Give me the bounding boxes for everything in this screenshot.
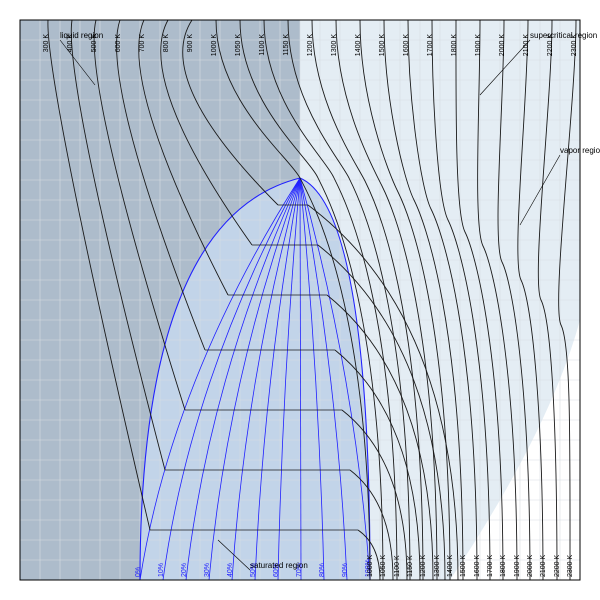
temp-label-top: 1700 K <box>427 34 434 57</box>
temp-label-bottom: 2000 K <box>527 554 534 577</box>
temp-label-top: 300 K <box>43 34 50 53</box>
phase-diagram: 0%10%20%30%40%50%60%70%80%90%100%300 K40… <box>0 0 600 600</box>
temp-label-top: 1100 K <box>259 34 266 56</box>
temp-label-bottom: 2300 K <box>567 554 574 577</box>
temp-label-top: 800 K <box>163 34 170 53</box>
temp-label-top: 2000 K <box>499 34 506 57</box>
temp-label-bottom: 1150 K <box>407 555 414 577</box>
temp-label-top: 1050 K <box>235 34 242 57</box>
quality-label: 80% <box>319 563 326 577</box>
quality-label: 20% <box>181 563 188 577</box>
temp-label-top: 1900 K <box>475 34 482 57</box>
temp-label-bottom: 1600 K <box>474 554 481 577</box>
temp-label-bottom: 1100 K <box>394 555 401 577</box>
temp-label-top: 1150 K <box>283 34 290 56</box>
quality-label: 30% <box>204 563 211 577</box>
temp-label-bottom: 1400 K <box>447 554 454 577</box>
quality-label: 40% <box>227 563 234 577</box>
temp-label-top: 1500 K <box>379 34 386 57</box>
temp-label-bottom: 1700 K <box>487 554 494 577</box>
temp-label-bottom: 1500 K <box>460 554 467 577</box>
temp-label-top: 1800 K <box>451 34 458 57</box>
temp-label-bottom: 2200 K <box>554 554 561 577</box>
liquid-region-label: liquid region <box>60 31 103 40</box>
temp-label-bottom: 2100 K <box>540 554 547 577</box>
temp-label-bottom: 1800 K <box>500 554 507 577</box>
temp-label-top: 900 K <box>187 34 194 53</box>
temp-label-top: 1400 K <box>355 34 362 57</box>
saturated-region-label: saturated region <box>250 561 308 570</box>
temp-label-bottom: 1200 K <box>420 554 427 577</box>
temp-label-top: 1300 K <box>331 34 338 57</box>
temp-label-top: 1200 K <box>307 34 314 57</box>
temp-label-bottom: 1000 K <box>367 554 374 577</box>
temp-label-top: 2100 K <box>523 34 530 57</box>
temp-label-bottom: 1300 K <box>434 554 441 577</box>
quality-label: 90% <box>342 563 349 577</box>
temp-label-top: 1000 K <box>211 34 218 57</box>
quality-label: 0% <box>135 567 142 577</box>
quality-label: 10% <box>158 563 165 577</box>
temp-label-top: 600 K <box>115 34 122 53</box>
temp-label-bottom: 1050 K <box>380 554 387 577</box>
temp-label-top: 700 K <box>139 34 146 53</box>
temp-label-bottom: 1900 K <box>514 554 521 577</box>
temp-label-top: 1600 K <box>403 34 410 57</box>
supercritical-region-label: supercritical region <box>530 31 597 40</box>
